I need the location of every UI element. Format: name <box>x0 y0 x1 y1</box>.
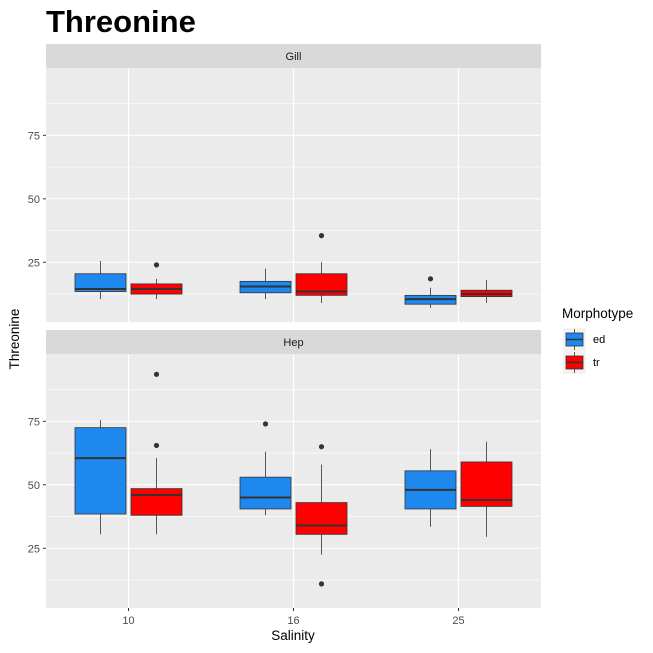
boxplot-tr-25 <box>460 441 513 537</box>
boxplot-ed-16 <box>239 268 292 300</box>
boxplot-ed-10 <box>74 261 127 300</box>
legend-label: tr <box>593 357 600 369</box>
outlier-point <box>153 262 160 268</box>
boxplot-tr-10 <box>130 371 183 535</box>
y-tick-label: 50 <box>28 194 40 206</box>
panel-gill: Gill 25 50 75 <box>28 44 541 322</box>
boxplot-ed-25 <box>404 449 457 527</box>
boxplot-tr-16 <box>295 444 348 587</box>
box <box>74 273 127 292</box>
x-tick-label: 16 <box>287 615 299 627</box>
facet-strip <box>46 44 541 68</box>
legend-label: ed <box>593 334 605 346</box>
outlier-point <box>427 276 434 282</box>
legend-item-tr: tr <box>563 351 600 374</box>
legend-item-ed: ed <box>563 328 605 351</box>
box <box>130 488 183 516</box>
chart-title: Threonine <box>46 4 196 39</box>
y-tick-label: 75 <box>28 130 40 142</box>
box <box>295 273 348 296</box>
outlier-point <box>153 442 160 449</box>
y-tick-label: 25 <box>28 257 40 269</box>
x-axis: 10 16 25 <box>122 608 465 627</box>
outlier-point <box>262 421 269 427</box>
x-tick-label: 25 <box>452 615 464 627</box>
box <box>295 502 348 535</box>
outlier-point <box>318 444 325 450</box>
y-axis-label: Threonine <box>7 309 22 370</box>
boxplot-ed-10 <box>74 420 127 535</box>
outlier-point <box>318 233 325 239</box>
x-tick-label: 10 <box>122 615 134 627</box>
outlier-point <box>318 581 325 587</box>
y-tick-label: 25 <box>28 543 40 555</box>
boxplot-tr-10 <box>130 262 183 300</box>
panel-hep: Hep 25 50 75 <box>28 330 541 608</box>
facet-panels: Gill 25 50 75 Hep 25 50 75 <box>28 44 541 608</box>
x-axis-label: Salinity <box>271 628 315 643</box>
box <box>460 461 513 507</box>
y-tick-label: 75 <box>28 416 40 428</box>
facet-strip-label: Hep <box>283 337 303 349</box>
outlier-point <box>153 371 160 377</box>
boxplot-tr-16 <box>295 233 348 303</box>
boxplot-ed-25 <box>404 276 457 309</box>
boxplot-tr-25 <box>460 280 513 303</box>
legend-title: Morphotype <box>562 306 633 321</box>
facet-strip-label: Gill <box>286 51 302 63</box>
facet-strip <box>46 330 541 354</box>
y-tick-label: 50 <box>28 480 40 492</box>
box <box>239 476 292 510</box>
boxplot-ed-16 <box>239 421 292 516</box>
box <box>74 427 127 515</box>
legend: Morphotype ed tr <box>562 306 633 374</box>
